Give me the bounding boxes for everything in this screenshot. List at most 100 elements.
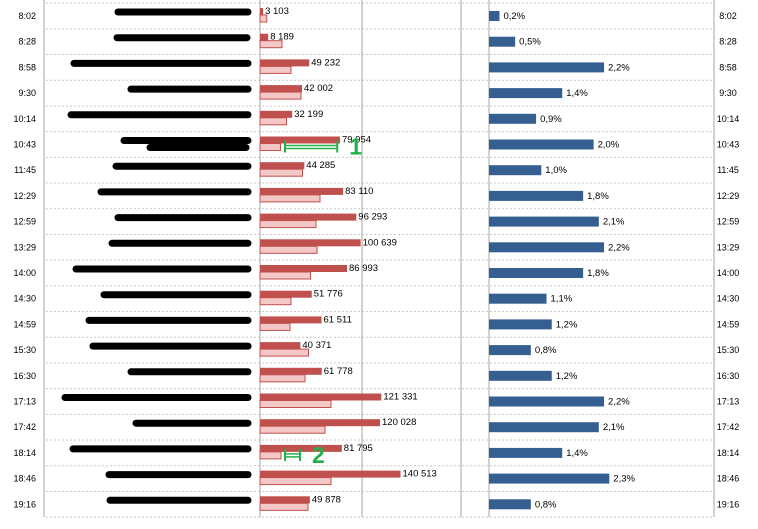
- bar-light-pink: [259, 117, 287, 126]
- annotation-number: 2: [312, 442, 325, 468]
- bar-light-pink: [259, 143, 281, 151]
- bar-light-pink: [259, 245, 318, 254]
- bar-dark-red: [260, 419, 381, 427]
- percent-label: 2,2%: [608, 62, 630, 73]
- annotation-bracket: 2: [284, 442, 325, 468]
- time-label-right: 10:14: [717, 114, 740, 124]
- bar-value-label: 32 199: [294, 109, 323, 120]
- time-label-left: 12:59: [13, 217, 36, 227]
- bar-dark-red: [260, 85, 303, 93]
- bar-value-label: 140 513: [403, 469, 437, 480]
- bar-light-pink: [259, 40, 283, 49]
- time-label-right: 19:16: [717, 499, 740, 509]
- time-label-right: 10:43: [717, 140, 740, 150]
- bar-value-label: 100 639: [363, 237, 397, 248]
- bar-dark-red: [260, 367, 322, 375]
- grid-lines: [43, 0, 715, 518]
- bar-light-pink: [259, 477, 332, 486]
- bar-value-label: 79 954: [342, 135, 371, 146]
- data-labels: 8:02 8:02 3 103 0,2% 8:28 8:28 8 189 0,5% 8:58 8:…: [13, 6, 739, 510]
- bar-light-pink: [259, 451, 282, 460]
- bar-light-pink: [259, 220, 317, 229]
- bar-light-pink: [259, 91, 302, 100]
- percent-label: 2,0%: [598, 140, 620, 151]
- percent-label: 2,3%: [613, 474, 635, 485]
- time-label-right: 9:30: [719, 88, 737, 98]
- percent-label: 1,2%: [556, 371, 578, 382]
- time-label-right: 14:30: [717, 294, 740, 304]
- bar-value-label: 40 371: [302, 340, 331, 351]
- percent-label: 1,8%: [587, 191, 609, 202]
- percent-label: 1,4%: [566, 448, 588, 459]
- bar-blue: [489, 113, 537, 124]
- annotation-bracket: 1: [284, 134, 362, 160]
- bar-light-pink: [259, 374, 306, 383]
- percent-label: 0,5%: [519, 37, 541, 48]
- time-label-right: 13:29: [717, 242, 740, 252]
- bar-blue: [489, 139, 594, 150]
- time-label-left: 10:43: [13, 140, 36, 150]
- percent-label: 0,8%: [535, 345, 557, 356]
- bar-light-pink: [259, 425, 326, 434]
- bar-value-label: 44 285: [306, 160, 335, 171]
- time-label-left: 12:29: [13, 191, 36, 201]
- time-label-right: 8:58: [719, 62, 737, 72]
- bar-value-label: 49 878: [312, 494, 341, 505]
- bar-blue: [489, 216, 599, 227]
- bar-light-pink: [259, 194, 321, 203]
- bar-light-pink: [259, 14, 268, 23]
- bar-light-pink: [259, 502, 309, 511]
- time-label-right: 18:46: [717, 474, 740, 484]
- bar-value-label: 42 002: [304, 83, 333, 94]
- bar-dark-red: [260, 8, 264, 15]
- time-label-left: 8:02: [18, 11, 36, 21]
- bar-value-label: 51 776: [314, 289, 343, 300]
- bar-blue: [489, 62, 605, 73]
- bar-dark-red: [260, 162, 305, 170]
- bar-blue: [489, 370, 552, 381]
- time-label-left: 13:29: [13, 242, 36, 252]
- time-label-right: 17:13: [717, 397, 740, 407]
- percent-label: 0,8%: [535, 499, 557, 510]
- bar-blue: [489, 319, 552, 330]
- bar-value-label: 86 993: [349, 263, 378, 274]
- percent-label: 1,2%: [556, 319, 578, 330]
- percent-label: 1,0%: [545, 165, 567, 176]
- bar-value-label: 121 331: [383, 392, 417, 403]
- time-label-left: 11:45: [14, 165, 36, 175]
- bar-blue: [489, 36, 516, 47]
- time-label-right: 17:42: [717, 422, 740, 432]
- time-label-right: 14:59: [717, 319, 740, 329]
- percent-label: 2,1%: [603, 217, 625, 228]
- bar-blue: [489, 422, 599, 433]
- bar-value-label: 61 511: [324, 314, 352, 325]
- bar-light-pink: [259, 271, 311, 280]
- bar-light-pink: [259, 348, 309, 357]
- time-label-left: 14:00: [13, 268, 36, 278]
- bar-dark-red: [260, 265, 347, 272]
- bar-dark-red: [260, 444, 342, 452]
- bar-blue: [489, 499, 531, 510]
- bar-light-pink: [259, 65, 292, 74]
- redacted-labels: [61, 8, 252, 504]
- time-label-right: 16:30: [717, 371, 740, 381]
- percent-label: 0,9%: [540, 114, 562, 125]
- time-label-right: 12:59: [717, 217, 740, 227]
- time-label-left: 14:30: [13, 294, 36, 304]
- bar-blue: [489, 88, 563, 99]
- percent-label: 1,4%: [566, 88, 588, 99]
- time-label-right: 14:00: [717, 268, 740, 278]
- time-label-left: 8:58: [18, 62, 36, 72]
- time-label-left: 18:46: [13, 474, 36, 484]
- bar-dark-red: [260, 316, 322, 324]
- bar-marks: [259, 8, 610, 511]
- time-label-left: 15:30: [13, 345, 36, 355]
- time-label-left: 9:30: [18, 88, 36, 98]
- bar-blue: [489, 396, 605, 407]
- time-label-right: 11:45: [717, 165, 739, 175]
- bar-blue: [489, 345, 531, 356]
- bar-light-pink: [259, 322, 291, 331]
- bar-dark-red: [260, 342, 301, 350]
- bar-value-label: 3 103: [265, 6, 289, 17]
